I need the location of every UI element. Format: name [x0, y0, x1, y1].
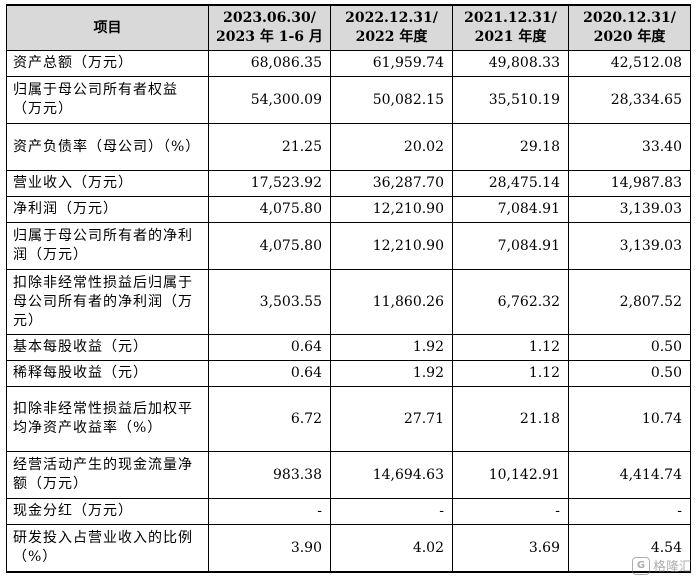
table-row: 经营活动产生的现金流量净额（万元） 983.38 14,694.63 10,14… [6, 451, 691, 499]
cell-value: 1.12 [452, 360, 569, 387]
cell-value: 4,075.80 [208, 222, 331, 270]
cell-value: 983.38 [208, 451, 331, 499]
cell-value: 3.69 [452, 524, 569, 573]
row-label: 基本每股收益（元） [6, 334, 209, 361]
row-label: 扣除非经常性损益后加权平均净资产收益率（%） [6, 386, 209, 452]
row-label: 营业收入（万元） [6, 170, 209, 197]
cell-value: 1.92 [330, 360, 453, 387]
row-label: 研发投入占营业收入的比例（%） [6, 524, 209, 573]
cell-value: 49,808.33 [452, 50, 569, 77]
cell-value: 54,300.09 [208, 76, 331, 124]
header-item: 项目 [6, 4, 209, 51]
cell-value: 0.64 [208, 334, 331, 361]
cell-value: 27.71 [330, 386, 453, 452]
watermark: G 格隆汇 [631, 556, 692, 575]
row-label: 扣除非经常性损益后归属于母公司所有者的净利润（万元） [6, 269, 209, 335]
cell-value: 6,762.32 [452, 269, 569, 335]
cell-value: 35,510.19 [452, 76, 569, 124]
header-2023h1: 2023.06.30/ 2023 年 1-6 月 [208, 4, 331, 51]
cell-value: 14,987.83 [568, 170, 691, 197]
table-row: 资产总额（万元） 68,086.35 61,959.74 49,808.33 4… [6, 50, 691, 77]
cell-value: 21.18 [452, 386, 569, 452]
cell-value: 33.40 [568, 123, 691, 171]
table-row: 研发投入占营业收入的比例（%） 3.90 4.02 3.69 4.54 [6, 524, 691, 573]
cell-value: 0.64 [208, 360, 331, 387]
cell-value: 4.02 [330, 524, 453, 573]
cell-value: 28,334.65 [568, 76, 691, 124]
cell-value: 3,503.55 [208, 269, 331, 335]
row-label: 资产负债率（母公司）（%） [6, 123, 209, 171]
table-row: 营业收入（万元） 17,523.92 36,287.70 28,475.14 1… [6, 170, 691, 197]
cell-value: 4,414.74 [568, 451, 691, 499]
cell-value: 6.72 [208, 386, 331, 452]
cell-value: 4.54 [568, 524, 691, 573]
cell-value: 0.50 [568, 360, 691, 387]
row-label: 归属于母公司所有者的净利润（万元） [6, 222, 209, 270]
table-row: 归属于母公司所有者的净利润（万元） 4,075.80 12,210.90 7,0… [6, 222, 691, 270]
cell-value: 17,523.92 [208, 170, 331, 197]
cell-value: 36,287.70 [330, 170, 453, 197]
table-row: 资产负债率（母公司）（%） 21.25 20.02 29.18 33.40 [6, 123, 691, 171]
row-label: 经营活动产生的现金流量净额（万元） [6, 451, 209, 499]
row-label: 稀释每股收益（元） [6, 360, 209, 387]
cell-value: 11,860.26 [330, 269, 453, 335]
table-row: 现金分红（万元） - - - - [6, 498, 691, 525]
cell-value: 4,075.80 [208, 196, 331, 223]
row-label: 净利润（万元） [6, 196, 209, 223]
cell-value: 0.50 [568, 334, 691, 361]
cell-value: - [568, 498, 691, 525]
cell-value: 1.12 [452, 334, 569, 361]
cell-value: - [452, 498, 569, 525]
cell-value: 61,959.74 [330, 50, 453, 77]
cell-value: 42,512.08 [568, 50, 691, 77]
financial-summary-table: 项目 2023.06.30/ 2023 年 1-6 月 2022.12.31/ … [6, 4, 691, 573]
table-row: 扣除非经常性损益后归属于母公司所有者的净利润（万元） 3,503.55 11,8… [6, 269, 691, 335]
cell-value: 2,807.52 [568, 269, 691, 335]
table-row: 净利润（万元） 4,075.80 12,210.90 7,084.91 3,13… [6, 196, 691, 223]
cell-value: 28,475.14 [452, 170, 569, 197]
cell-value: 10.74 [568, 386, 691, 452]
cell-value: 7,084.91 [452, 222, 569, 270]
cell-value: 3,139.03 [568, 222, 691, 270]
cell-value: 14,694.63 [330, 451, 453, 499]
row-label: 现金分红（万元） [6, 498, 209, 525]
cell-value: - [208, 498, 331, 525]
cell-value: 3,139.03 [568, 196, 691, 223]
table-row: 基本每股收益（元） 0.64 1.92 1.12 0.50 [6, 334, 691, 361]
watermark-logo-icon: G [631, 556, 650, 575]
cell-value: 68,086.35 [208, 50, 331, 77]
cell-value: 12,210.90 [330, 222, 453, 270]
header-2021: 2021.12.31/ 2021 年度 [452, 4, 569, 51]
cell-value: 1.92 [330, 334, 453, 361]
cell-value: - [330, 498, 453, 525]
header-2022: 2022.12.31/ 2022 年度 [330, 4, 453, 51]
table-header-row: 项目 2023.06.30/ 2023 年 1-6 月 2022.12.31/ … [6, 4, 691, 51]
table-row: 归属于母公司所有者权益（万元） 54,300.09 50,082.15 35,5… [6, 76, 691, 124]
cell-value: 50,082.15 [330, 76, 453, 124]
cell-value: 20.02 [330, 123, 453, 171]
row-label: 资产总额（万元） [6, 50, 209, 77]
cell-value: 29.18 [452, 123, 569, 171]
table-row: 稀释每股收益（元） 0.64 1.92 1.12 0.50 [6, 360, 691, 387]
cell-value: 12,210.90 [330, 196, 453, 223]
cell-value: 21.25 [208, 123, 331, 171]
table-row: 扣除非经常性损益后加权平均净资产收益率（%） 6.72 27.71 21.18 … [6, 386, 691, 452]
watermark-text: 格隆汇 [652, 560, 692, 575]
header-2020: 2020.12.31/ 2020 年度 [568, 4, 691, 51]
cell-value: 3.90 [208, 524, 331, 573]
cell-value: 10,142.91 [452, 451, 569, 499]
row-label: 归属于母公司所有者权益（万元） [6, 76, 209, 124]
cell-value: 7,084.91 [452, 196, 569, 223]
